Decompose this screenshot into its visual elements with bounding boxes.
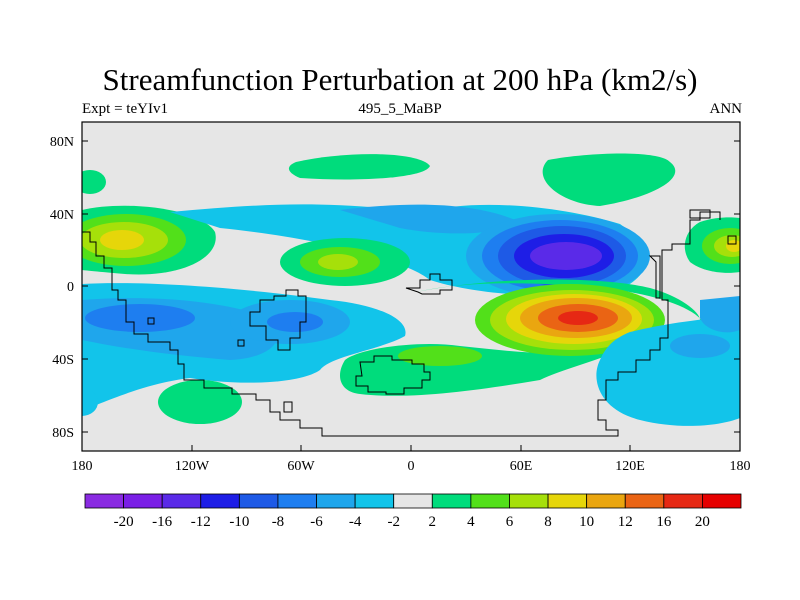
atlantic-high bbox=[280, 238, 410, 286]
case-label: 495_5_MaBP bbox=[358, 101, 442, 117]
colorbar-swatch bbox=[200, 493, 240, 509]
northwest-pacific-high bbox=[684, 217, 740, 273]
colorbar-labels: -20 -16 -12 -10 -8 -6 -4 -2 2 4 6 8 10 12 16 20 bbox=[114, 514, 710, 530]
colorbar-swatch bbox=[277, 493, 317, 509]
colorbar-swatch bbox=[470, 493, 510, 509]
colorbar-label: 12 bbox=[618, 514, 633, 530]
colorbar-swatch bbox=[84, 493, 124, 509]
colorbar-swatch bbox=[238, 493, 279, 509]
southwest-pacific-low bbox=[596, 296, 740, 426]
x-tick-label: 180 bbox=[72, 459, 93, 474]
colorbar-label: -10 bbox=[229, 514, 249, 530]
y-tick-label: 80N bbox=[50, 135, 74, 150]
colorbar-label: 4 bbox=[467, 514, 475, 530]
colorbar-label: -6 bbox=[310, 514, 323, 530]
y-tick-label: 40S bbox=[52, 353, 74, 368]
colorbar-swatch bbox=[624, 493, 665, 509]
colorbar-swatch bbox=[316, 493, 356, 509]
colorbar-swatch bbox=[354, 493, 395, 509]
colorbar-label: 6 bbox=[506, 514, 514, 530]
x-tick-label: 60E bbox=[510, 459, 533, 474]
colorbar-label: -12 bbox=[191, 514, 211, 530]
colorbar bbox=[84, 493, 742, 509]
x-axis-labels: 180 120W 60W 0 60E 120E 180 bbox=[72, 459, 751, 474]
colorbar-swatch bbox=[123, 493, 163, 509]
contour-field bbox=[82, 122, 740, 451]
colorbar-label: 20 bbox=[695, 514, 710, 530]
indian-ocean-high bbox=[340, 279, 705, 396]
south-atlantic-low bbox=[230, 300, 350, 344]
colorbar-swatch bbox=[586, 493, 626, 509]
y-tick-label: 80S bbox=[52, 426, 74, 441]
axis-ticks bbox=[81, 140, 741, 451]
colorbar-swatch bbox=[161, 493, 202, 509]
y-axis-labels: 80N 40N 0 40S 80S bbox=[50, 135, 74, 441]
colorbar-label: 2 bbox=[429, 514, 437, 530]
arctic-high-west bbox=[288, 154, 430, 180]
colorbar-swatch bbox=[663, 493, 703, 509]
x-tick-label: 120W bbox=[175, 459, 210, 474]
colorbar-swatch bbox=[431, 493, 472, 509]
colorbar-label: 16 bbox=[656, 514, 672, 530]
colorbar-swatch bbox=[547, 493, 588, 509]
colorbar-swatch bbox=[702, 493, 742, 509]
x-tick-label: 180 bbox=[730, 459, 751, 474]
season-label: ANN bbox=[709, 101, 743, 117]
y-tick-label: 0 bbox=[67, 280, 74, 295]
colorbar-swatch bbox=[509, 493, 549, 509]
x-tick-label: 60W bbox=[287, 459, 315, 474]
asian-low bbox=[466, 214, 650, 298]
alaska-positive-patch bbox=[82, 170, 106, 194]
y-tick-label: 40N bbox=[50, 208, 74, 223]
colorbar-swatch bbox=[393, 493, 433, 509]
x-tick-label: 120E bbox=[615, 459, 645, 474]
coastlines bbox=[82, 209, 737, 437]
experiment-label: Expt = teYIv1 bbox=[82, 101, 168, 117]
colorbar-label: -8 bbox=[272, 514, 285, 530]
colorbar-label: -16 bbox=[152, 514, 172, 530]
north-pacific-high bbox=[82, 205, 216, 275]
colorbar-label: -2 bbox=[387, 514, 400, 530]
far-west-south-low bbox=[82, 388, 98, 416]
colorbar-label: -4 bbox=[349, 514, 362, 530]
arctic-high-east bbox=[542, 153, 676, 206]
south-pacific-high bbox=[158, 380, 242, 424]
figure-title: Streamfunction Perturbation at 200 hPa (… bbox=[102, 62, 698, 97]
colorbar-label: 10 bbox=[579, 514, 594, 530]
colorbar-label: -20 bbox=[114, 514, 134, 530]
x-tick-label: 0 bbox=[408, 459, 415, 474]
colorbar-label: 8 bbox=[544, 514, 552, 530]
